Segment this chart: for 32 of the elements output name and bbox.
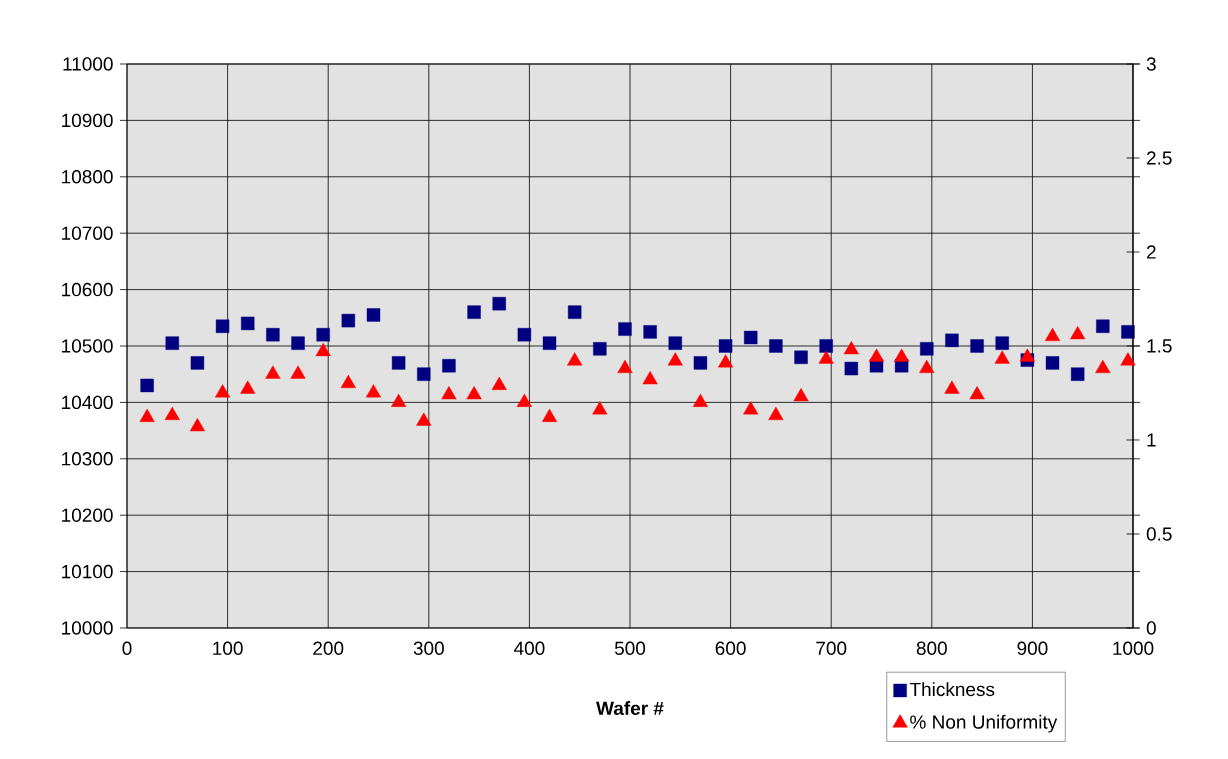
y-tick-label: 10500: [62, 339, 113, 353]
x-axis-title: Wafer #: [596, 701, 664, 716]
x-tick-label: 800: [916, 641, 947, 655]
y2-tick-label: 0: [1146, 621, 1156, 635]
y-tick-label: 10600: [62, 282, 113, 297]
y-tick-label: 10700: [62, 226, 113, 240]
y-tick-label: 10900: [62, 113, 113, 128]
y-tick-label: 10300: [62, 452, 113, 466]
y-tick-label: 10100: [62, 564, 113, 579]
y2-tick-label: 2: [1147, 245, 1156, 259]
x-tick-label: 600: [715, 641, 746, 655]
legend-label: Thickness: [909, 682, 995, 697]
x-tick-label: 400: [514, 641, 545, 655]
x-tick-label: 200: [313, 641, 344, 655]
y2-tick-label: 2.5: [1147, 151, 1172, 165]
y-tick-label: 10400: [62, 395, 113, 410]
y2-tick-label: 3: [1146, 57, 1156, 71]
x-tick-label: 0: [122, 641, 132, 655]
y-tick-label: 11000: [63, 57, 113, 71]
y-tick-label: 10000: [62, 621, 113, 635]
x-tick-label: 1000: [1113, 641, 1154, 655]
y-tick-label: 10800: [62, 170, 113, 184]
x-tick-label: 300: [413, 641, 444, 655]
y2-tick-label: 1: [1147, 433, 1156, 447]
y-tick-label: 10200: [62, 508, 113, 522]
x-tick-label: 500: [614, 641, 646, 655]
x-tick-label: 100: [213, 641, 243, 655]
x-tick-label: 900: [1017, 641, 1048, 655]
x-tick-label: 700: [816, 641, 847, 655]
y2-tick-label: 0.5: [1146, 527, 1172, 541]
y2-tick-label: 1.5: [1147, 339, 1172, 353]
legend-label: % Non Uniformity: [910, 714, 1058, 733]
